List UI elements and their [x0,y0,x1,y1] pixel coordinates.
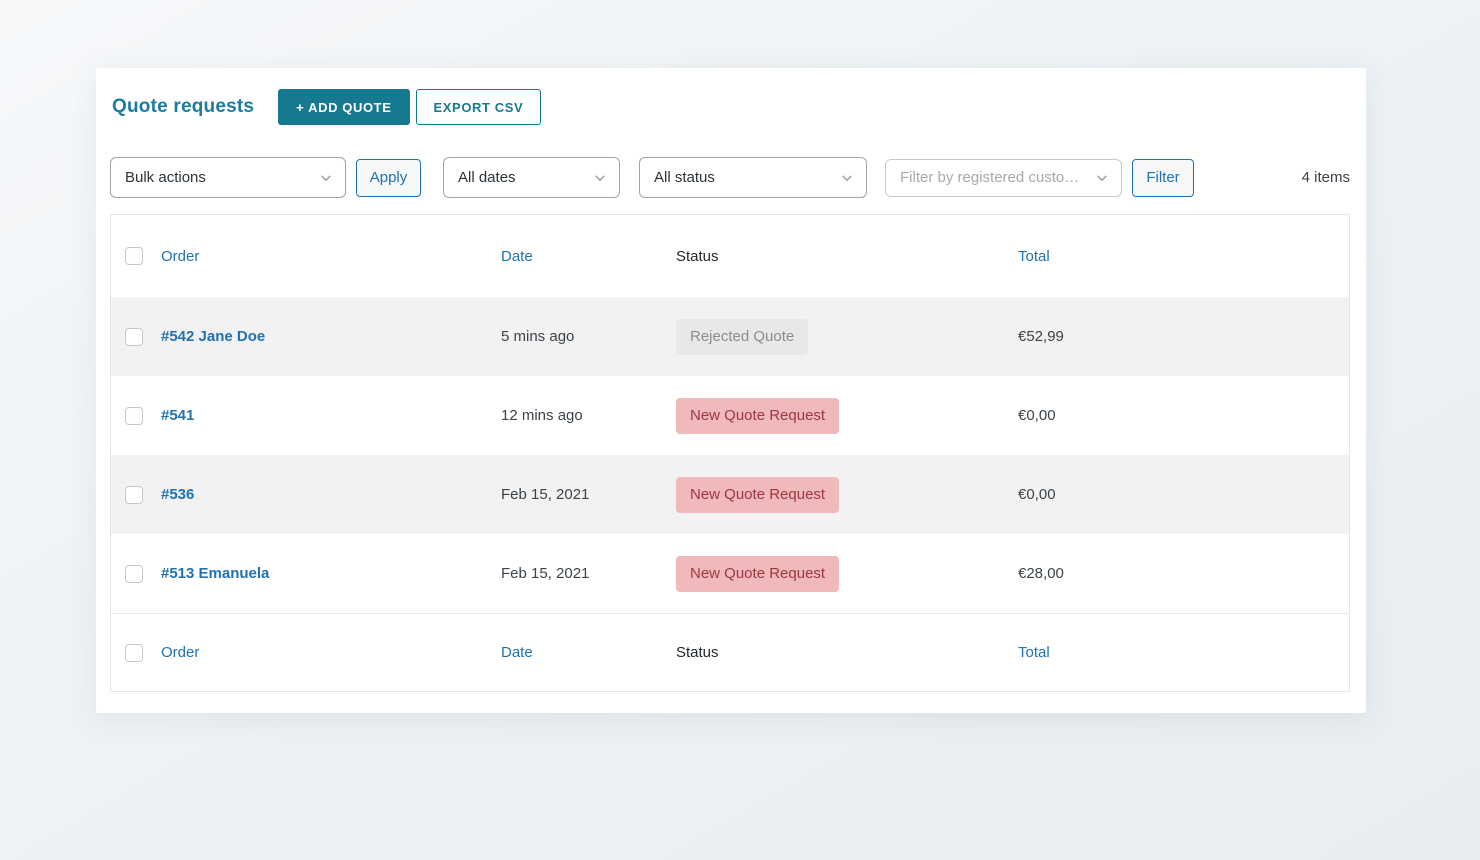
quotes-table: Order Date Status Total #542 Jane Doe 5 … [110,214,1350,692]
filters-toolbar: Bulk actions Apply All dates All status … [96,157,1366,198]
status-badge: New Quote Request [676,477,839,513]
header-total-cell: Total [1018,248,1349,265]
select-all-checkbox[interactable] [125,247,143,265]
chevron-down-icon [593,171,607,185]
row-total-cell: €28,00 [1018,565,1349,582]
row-date-cell: Feb 15, 2021 [501,565,676,582]
sort-total-link[interactable]: Total [1018,644,1050,661]
row-total: €28,00 [1018,565,1064,582]
row-date: Feb 15, 2021 [501,486,589,503]
row-total: €0,00 [1018,407,1056,424]
sort-date-link[interactable]: Date [501,644,533,661]
items-count: 4 items [1302,169,1350,186]
row-order-cell: #541 [161,407,501,424]
all-status-value: All status [654,169,715,186]
footer-status-cell: Status [676,644,1018,661]
row-status-cell: New Quote Request [676,398,1018,434]
row-checkbox-cell [111,407,161,425]
footer-date-cell: Date [501,644,676,661]
row-order-cell: #542 Jane Doe [161,328,501,345]
row-checkbox[interactable] [125,565,143,583]
row-checkbox[interactable] [125,407,143,425]
chevron-down-icon [319,171,333,185]
table-header-row: Order Date Status Total [111,215,1349,297]
table-row: #513 Emanuela Feb 15, 2021 New Quote Req… [111,534,1349,613]
header-order-cell: Order [161,248,501,265]
sort-total-link[interactable]: Total [1018,248,1050,265]
footer-order-cell: Order [161,644,501,661]
row-date-cell: Feb 15, 2021 [501,486,676,503]
status-badge: New Quote Request [676,398,839,434]
row-date-cell: 12 mins ago [501,407,676,424]
row-checkbox-cell [111,565,161,583]
row-total: €52,99 [1018,328,1064,345]
order-link[interactable]: #536 [161,486,194,503]
table-row: #536 Feb 15, 2021 New Quote Request €0,0… [111,455,1349,534]
page-title: Quote requests [112,96,254,118]
footer-checkbox-cell [111,644,161,662]
footer-total-cell: Total [1018,644,1349,661]
customer-filter-select[interactable]: Filter by registered custo… [885,159,1122,197]
row-order-cell: #513 Emanuela [161,565,501,582]
order-link[interactable]: #513 Emanuela [161,565,269,582]
chevron-down-icon [1095,171,1109,185]
sort-order-link[interactable]: Order [161,248,199,265]
header-date-cell: Date [501,248,676,265]
select-all-checkbox[interactable] [125,644,143,662]
sort-date-link[interactable]: Date [501,248,533,265]
row-total: €0,00 [1018,486,1056,503]
all-status-select[interactable]: All status [639,157,867,198]
order-link[interactable]: #542 Jane Doe [161,328,265,345]
customer-filter-placeholder: Filter by registered custo… [900,169,1079,186]
bulk-actions-value: Bulk actions [125,169,206,186]
sort-order-link[interactable]: Order [161,644,199,661]
table-row: #541 12 mins ago New Quote Request €0,00 [111,376,1349,455]
status-badge: New Quote Request [676,556,839,592]
order-link[interactable]: #541 [161,407,194,424]
filter-button[interactable]: Filter [1132,159,1194,197]
all-dates-value: All dates [458,169,516,186]
row-status-cell: Rejected Quote [676,319,1018,355]
row-checkbox[interactable] [125,328,143,346]
page-header: Quote requests + ADD QUOTE EXPORT CSV [96,68,1366,125]
row-status-cell: New Quote Request [676,556,1018,592]
chevron-down-icon [840,171,854,185]
status-column-label: Status [676,248,719,265]
row-checkbox-cell [111,328,161,346]
all-dates-select[interactable]: All dates [443,157,620,198]
row-checkbox[interactable] [125,486,143,504]
row-date-cell: 5 mins ago [501,328,676,345]
export-csv-button[interactable]: EXPORT CSV [416,89,542,125]
row-date: Feb 15, 2021 [501,565,589,582]
bulk-actions-select[interactable]: Bulk actions [110,157,346,198]
add-quote-button[interactable]: + ADD QUOTE [278,89,409,125]
row-total-cell: €0,00 [1018,407,1349,424]
row-checkbox-cell [111,486,161,504]
row-order-cell: #536 [161,486,501,503]
row-total-cell: €52,99 [1018,328,1349,345]
row-status-cell: New Quote Request [676,477,1018,513]
header-checkbox-cell [111,247,161,265]
apply-button[interactable]: Apply [356,159,421,197]
status-column-label: Status [676,644,719,661]
table-footer-row: Order Date Status Total [111,613,1349,691]
row-total-cell: €0,00 [1018,486,1349,503]
table-row: #542 Jane Doe 5 mins ago Rejected Quote … [111,297,1349,376]
header-status-cell: Status [676,248,1018,265]
row-date: 5 mins ago [501,328,574,345]
row-date: 12 mins ago [501,407,583,424]
table-body: #542 Jane Doe 5 mins ago Rejected Quote … [111,297,1349,613]
quote-requests-panel: Quote requests + ADD QUOTE EXPORT CSV Bu… [96,68,1366,713]
status-badge: Rejected Quote [676,319,808,355]
